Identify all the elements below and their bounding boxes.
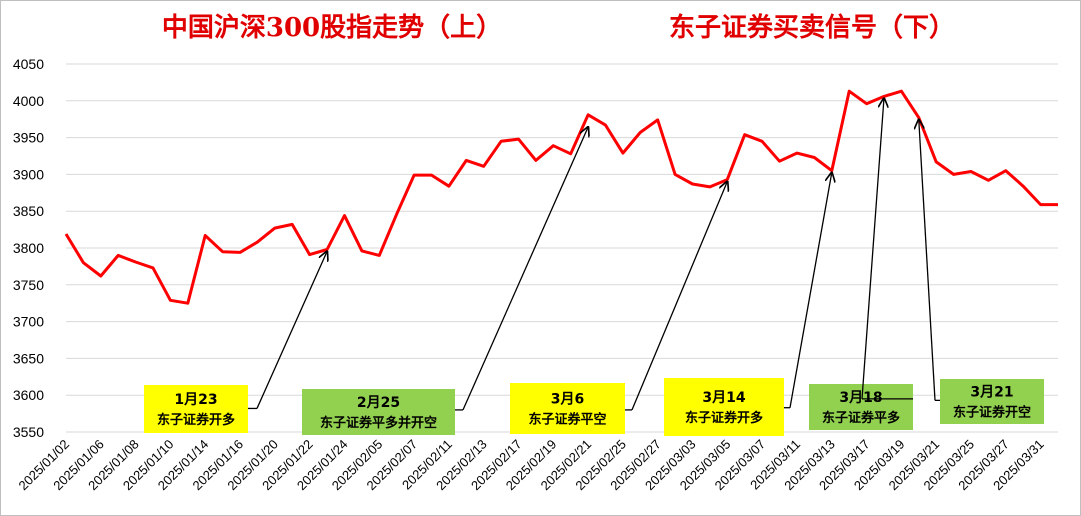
signal-text: 东子证券开多 [685, 410, 763, 426]
chart-title-right: 东子证券买卖信号（下） [669, 12, 955, 43]
signal-3: 3月6 东子证券平空 [510, 182, 727, 434]
y-tick-label: 4050 [13, 56, 44, 72]
signal-box [510, 383, 625, 434]
signal-box [940, 379, 1044, 424]
signal-date: 1月23 [174, 392, 217, 408]
y-axis: 3550 3600 3650 3700 3750 3800 3850 3900 3950 4000… [13, 56, 44, 440]
signal-6: 3月21 东子证券开空 [919, 120, 1044, 424]
signal-text: 东子证券平空 [528, 412, 606, 428]
signal-arrow [919, 120, 936, 401]
y-tick-label: 3900 [13, 166, 44, 182]
series-line [64, 89, 1058, 305]
y-tick-label: 3550 [13, 424, 44, 440]
signal-1: 1月23 东子证券开多 [144, 251, 327, 433]
signal-5: 3月18 东子证券平多 [809, 98, 913, 430]
y-tick-label: 3700 [13, 314, 44, 330]
signal-box [664, 378, 784, 436]
y-tick-label: 3850 [13, 203, 44, 219]
signal-arrow [462, 127, 588, 411]
signal-date: 2月25 [357, 395, 400, 411]
signal-arrow [256, 251, 327, 409]
y-tick-label: 3800 [13, 240, 44, 256]
signal-date: 3月18 [839, 390, 882, 406]
signal-annotations: 1月23 东子证券开多 2月25 东子证券平多并开空 3月6 东子证券平空 3月14 东子证券… [144, 98, 1044, 436]
chart-title-left: 中国沪深300股指走势（上） [162, 13, 502, 43]
y-tick-label: 3650 [13, 350, 44, 366]
signal-arrow [631, 182, 727, 411]
y-tick-label: 3600 [13, 387, 44, 403]
signal-box [144, 385, 248, 433]
y-tick-label: 3750 [13, 277, 44, 293]
signal-arrow [861, 98, 884, 399]
signal-date: 3月6 [551, 392, 584, 408]
signal-text: 东子证券开空 [953, 405, 1031, 421]
signal-arrow [789, 173, 832, 408]
signal-date: 3月21 [970, 385, 1013, 401]
signal-text: 东子证券平多 [822, 410, 900, 426]
signal-2: 2月25 东子证券平多并开空 [302, 127, 588, 435]
signal-text: 东子证券开多 [157, 412, 235, 428]
signal-text: 东子证券平多并开空 [320, 415, 437, 431]
signal-date: 3月14 [702, 390, 745, 406]
signal-box [809, 384, 913, 430]
signal-4: 3月14 东子证券开多 [664, 173, 832, 436]
y-tick-label: 4000 [13, 93, 44, 109]
signal-box [302, 389, 455, 435]
y-tick-label: 3950 [13, 130, 44, 146]
